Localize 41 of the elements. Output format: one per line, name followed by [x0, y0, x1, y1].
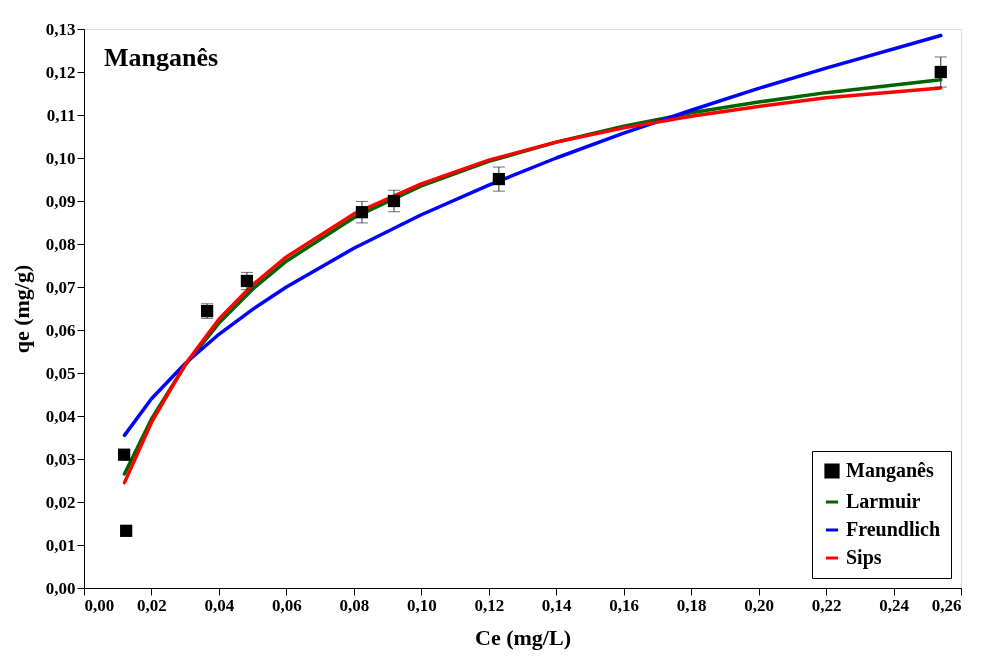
legend-label: Sips [846, 546, 882, 569]
x-tick-label: 0,14 [541, 595, 573, 615]
point [492, 172, 506, 186]
y-tick-label: 0,08 [45, 234, 76, 254]
y-tick-label: 0,06 [45, 320, 76, 340]
x-tick-label: 0,10 [406, 595, 437, 615]
y-tick-label: 0,04 [45, 406, 76, 426]
y-tick-label: 0,02 [45, 492, 76, 512]
y-tick-label: 0,05 [45, 363, 76, 383]
x-axis-title: Ce (mg/L) [475, 624, 571, 650]
y-tick-label: 0,01 [45, 535, 76, 555]
y-tick-label: 0,10 [45, 148, 76, 168]
x-tick-label: 0,06 [272, 595, 302, 615]
x-tick-label: 0,12 [474, 595, 505, 615]
y-tick-label: 0,12 [45, 62, 76, 82]
point [118, 448, 131, 461]
legend-label: Larmuir [846, 490, 921, 512]
y-tick-label: 0,11 [46, 105, 76, 125]
point [120, 524, 133, 537]
y-tick-label: 0,07 [45, 277, 76, 297]
x-tick-label: 0,08 [339, 595, 370, 615]
y-tick-label: 0,00 [45, 578, 76, 598]
point [387, 194, 401, 208]
x-tick-label: 0,00 [84, 595, 115, 615]
text: Manganês [104, 43, 219, 72]
point [934, 65, 947, 79]
y-tick-label: 0,03 [45, 449, 76, 469]
y-tick-label: 0,09 [45, 191, 76, 211]
x-tick-label: 0,16 [609, 595, 640, 615]
legend-label: Freundlich [846, 518, 941, 540]
y-axis-title: qe (mg/g) [8, 264, 34, 354]
legend-label: Manganês [846, 459, 934, 482]
x-tick-label: 0,18 [676, 595, 707, 615]
x-tick-label: 0,24 [879, 595, 910, 615]
x-tick-label: 0,04 [204, 595, 235, 615]
x-tick-label: 0,02 [137, 595, 167, 615]
x-tick-label: 0,22 [811, 595, 842, 615]
x-tick-label: 0,20 [744, 595, 774, 615]
y-tick-label: 0,13 [45, 19, 76, 39]
x-tick-label: 0,26 [931, 595, 962, 615]
point [355, 206, 369, 219]
